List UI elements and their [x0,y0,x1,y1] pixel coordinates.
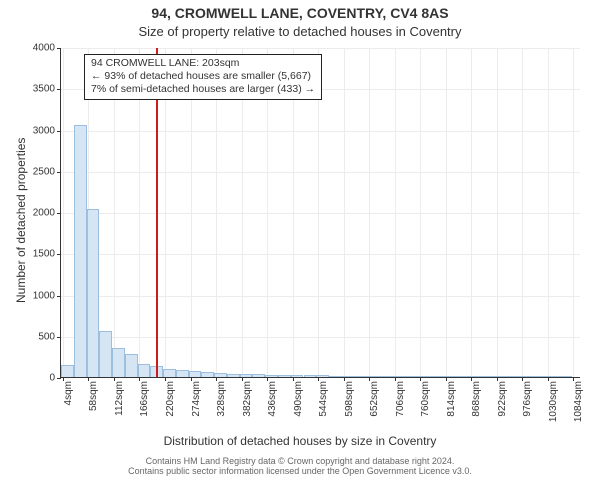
histogram-bar [406,376,419,377]
annotation-box: 94 CROMWELL LANE: 203sqm← 93% of detache… [84,54,322,100]
gridline-v [63,48,64,377]
histogram-bar [265,375,278,377]
annotation-line-1: 94 CROMWELL LANE: 203sqm [91,57,315,70]
histogram-bar [291,375,304,377]
xtick-label: 706sqm [395,377,406,417]
ytick-label: 2500 [33,166,61,177]
gridline-v [369,48,370,377]
histogram-bar [431,376,444,377]
gridline-v [395,48,396,377]
xtick-label: 490sqm [293,377,304,417]
histogram-bar [342,376,355,377]
ytick-label: 1000 [33,290,61,301]
histogram-bar [418,376,431,377]
histogram-bar [74,125,87,377]
histogram-bar [457,376,470,377]
histogram-bar [495,376,508,377]
ytick-label: 1500 [33,249,61,260]
histogram-bar [380,376,393,377]
histogram-bar [214,373,227,377]
histogram-bar [99,331,112,377]
histogram-bar [201,372,214,377]
xtick-label: 328sqm [216,377,227,417]
histogram-bar [393,376,406,377]
histogram-bar [508,376,521,377]
xtick-label: 922sqm [497,377,508,417]
annotation-line-3: 7% of semi-detached houses are larger (4… [91,83,315,96]
gridline-v [420,48,421,377]
x-axis-label: Distribution of detached houses by size … [0,434,600,448]
histogram-bar [559,376,572,377]
histogram-bar [112,348,125,377]
ytick-label: 0 [49,373,61,384]
histogram-bar [87,209,100,377]
histogram-bar [482,376,495,377]
histogram-bar [163,369,176,377]
footer-line-2: Contains public sector information licen… [0,466,600,476]
xtick-label: 598sqm [344,377,355,417]
xtick-label: 112sqm [114,377,125,416]
histogram-bar [176,370,189,377]
xtick-label: 544sqm [318,377,329,417]
xtick-label: 274sqm [191,377,202,417]
gridline-v [573,48,574,377]
histogram-bar [61,365,74,377]
ytick-label: 4000 [33,43,61,54]
histogram-bar [520,376,533,377]
y-axis-label: Number of detached properties [14,138,28,303]
xtick-label: 1084sqm [573,377,584,422]
xtick-label: 58sqm [88,377,99,411]
histogram-bar [240,374,253,377]
chart-container: 94, CROMWELL LANE, COVENTRY, CV4 8AS Siz… [0,0,600,500]
footer-line-1: Contains HM Land Registry data © Crown c… [0,456,600,466]
gridline-v [548,48,549,377]
xtick-label: 976sqm [522,377,533,417]
histogram-bar [329,376,342,377]
xtick-label: 436sqm [267,377,278,417]
histogram-bar [355,376,368,377]
histogram-bar [469,376,482,377]
histogram-bar [252,374,265,377]
xtick-label: 4sqm [63,377,74,405]
gridline-v [497,48,498,377]
xtick-label: 868sqm [471,377,482,417]
histogram-bar [227,374,240,377]
gridline-v [471,48,472,377]
histogram-bar [189,371,202,377]
ytick-label: 2000 [33,208,61,219]
ytick-label: 3500 [33,84,61,95]
histogram-bar [278,375,291,377]
xtick-label: 220sqm [165,377,176,417]
histogram-bar [546,376,559,377]
histogram-bar [125,354,138,377]
xtick-label: 1030sqm [548,377,559,422]
histogram-bar [304,375,317,377]
xtick-label: 166sqm [139,377,150,417]
histogram-bar [138,364,151,377]
xtick-label: 652sqm [369,377,380,417]
xtick-label: 760sqm [420,377,431,417]
gridline-v [522,48,523,377]
gridline-v [344,48,345,377]
ytick-label: 3000 [33,125,61,136]
histogram-bar [444,376,457,377]
histogram-bar [367,376,380,377]
annotation-line-2: ← 93% of detached houses are smaller (5,… [91,70,315,83]
xtick-label: 814sqm [446,377,457,417]
chart-subtitle: Size of property relative to detached ho… [0,24,600,39]
xtick-label: 382sqm [242,377,253,417]
chart-title: 94, CROMWELL LANE, COVENTRY, CV4 8AS [0,5,600,21]
footer-attribution: Contains HM Land Registry data © Crown c… [0,456,600,476]
histogram-bar [533,376,546,377]
histogram-bar [316,375,329,377]
gridline-v [446,48,447,377]
ytick-label: 500 [38,331,61,342]
